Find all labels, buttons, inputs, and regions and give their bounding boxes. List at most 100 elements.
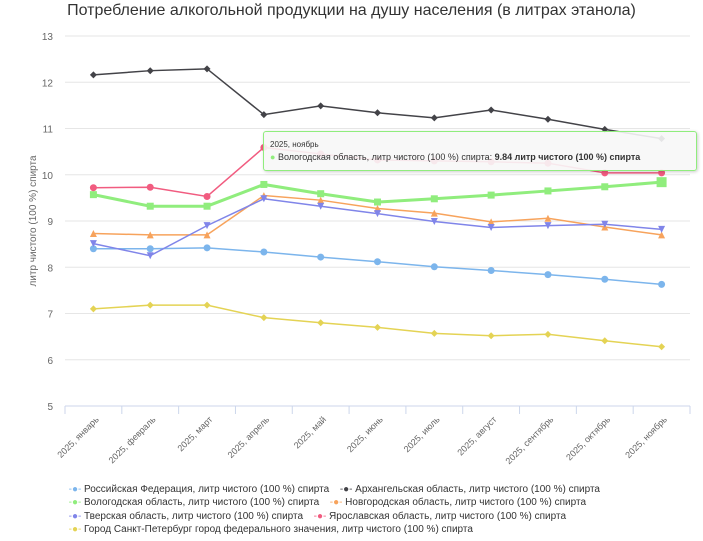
data-point xyxy=(146,301,154,309)
data-point xyxy=(658,343,666,351)
data-point xyxy=(260,180,268,188)
data-point xyxy=(317,319,325,327)
legend-item[interactable]: -●- Новгородская область, литр чистого (1… xyxy=(329,496,586,509)
y-axis-label: литр чистого (100 %) спирта xyxy=(28,155,39,287)
data-point xyxy=(203,202,211,210)
x-tick-label: 2025, январь xyxy=(55,414,101,460)
tooltip-marker-icon: ● xyxy=(270,152,276,162)
legend-marker-icon: -●- xyxy=(68,510,82,522)
legend-item[interactable]: -●- Город Санкт-Петербург город федеральн… xyxy=(68,523,473,536)
x-tick-label: 2025, июль xyxy=(402,414,442,454)
data-point xyxy=(260,195,268,203)
data-point xyxy=(89,229,97,237)
legend: -●- Российская Федерация, литр чистого (1… xyxy=(68,483,610,536)
data-point xyxy=(89,305,97,313)
data-point xyxy=(544,271,552,279)
data-point xyxy=(544,222,552,230)
data-point xyxy=(317,190,325,198)
data-point xyxy=(601,337,609,345)
legend-marker-icon: -●- xyxy=(329,497,343,509)
data-point xyxy=(317,253,325,261)
data-point xyxy=(146,231,154,239)
data-point xyxy=(658,280,666,288)
data-point xyxy=(601,183,609,191)
y-tick-label: 13 xyxy=(42,32,54,43)
data-point xyxy=(146,67,154,75)
legend-item[interactable]: -●- Тверская область, литр чистого (100 %… xyxy=(68,510,303,523)
y-tick-label: 8 xyxy=(47,263,53,274)
legend-label: Архангельская область, литр чистого (100… xyxy=(355,484,600,495)
data-point xyxy=(658,231,666,239)
data-point xyxy=(544,214,552,222)
data-point xyxy=(374,109,381,117)
data-point xyxy=(487,191,495,199)
data-point xyxy=(203,244,211,252)
tooltip-series: Вологодская область, литр чистого (100 %… xyxy=(277,152,495,162)
data-point xyxy=(544,115,552,123)
legend-label: Тверская область, литр чистого (100 %) с… xyxy=(84,510,304,522)
x-tick-label: 2025, май xyxy=(292,414,328,450)
data-point xyxy=(487,223,495,231)
series-2 xyxy=(89,177,667,210)
legend-marker-icon: -●- xyxy=(339,484,353,495)
legend-label: Ярославская область, литр чистого (100 %… xyxy=(329,510,567,522)
legend-label: Город Санкт-Петербург город федерального… xyxy=(84,523,473,535)
data-point xyxy=(487,106,495,114)
data-point xyxy=(203,301,211,309)
data-point xyxy=(89,184,97,192)
data-point xyxy=(601,169,609,177)
x-tick-label: 2025, август xyxy=(455,414,498,457)
x-tick-label: 2025, февраль xyxy=(107,414,158,465)
y-tick-label: 6 xyxy=(47,356,53,367)
data-point xyxy=(430,195,438,203)
x-tick-label: 2025, июнь xyxy=(345,414,385,454)
legend-label: Вологодская область, литр чистого (100 %… xyxy=(84,497,320,509)
data-point xyxy=(89,245,97,253)
y-tick-label: 11 xyxy=(43,125,54,136)
data-point xyxy=(317,196,325,204)
data-point xyxy=(317,202,325,210)
data-point xyxy=(601,220,609,228)
x-tick-label: 2025, октябрь xyxy=(564,414,612,462)
data-point xyxy=(146,202,154,210)
legend-label: Новгородская область, литр чистого (100 … xyxy=(345,497,587,509)
data-point xyxy=(203,231,211,239)
data-point xyxy=(260,314,268,322)
data-point xyxy=(260,248,268,256)
x-tick-label: 2025, сентябрь xyxy=(504,414,556,466)
data-point xyxy=(203,65,211,73)
data-point xyxy=(374,323,381,331)
legend-item[interactable]: -●- Российская Федерация, литр чистого (1… xyxy=(68,483,330,496)
legend-marker-icon: -●- xyxy=(68,497,82,509)
series-line xyxy=(93,247,662,286)
data-point xyxy=(487,332,495,340)
data-point xyxy=(487,218,495,226)
tooltip-value: 9.84 литр чистого (100 %) спирта xyxy=(494,152,641,162)
x-tick-label: 2025, март xyxy=(175,414,214,453)
y-tick-label: 12 xyxy=(42,78,54,89)
y-tick-label: 7 xyxy=(47,310,53,321)
series-1 xyxy=(89,65,666,143)
data-point xyxy=(601,275,609,283)
data-point xyxy=(146,245,154,253)
chart-title: Потребление алкогольной продукции на душ… xyxy=(67,2,636,19)
legend-marker-icon: -●- xyxy=(68,484,82,495)
legend-item[interactable]: -●- Вологодская область, литр чистого (10… xyxy=(68,496,320,509)
y-tick-label: 9 xyxy=(47,217,53,228)
tooltip-date: 2025, ноябрь xyxy=(270,140,319,149)
series-6 xyxy=(89,301,666,351)
data-point xyxy=(203,192,211,200)
legend-marker-icon: -●- xyxy=(68,523,82,535)
data-point xyxy=(430,263,438,271)
data-point xyxy=(430,217,438,225)
legend-item[interactable]: -●- Архангельская область, литр чистого (… xyxy=(339,483,600,496)
data-point xyxy=(89,71,97,79)
data-point xyxy=(430,114,438,122)
legend-item[interactable]: -●- Ярославская область, литр чистого (10… xyxy=(313,510,566,523)
x-tick-label: 2025, ноябрь xyxy=(623,414,669,460)
legend-label: Российская Федерация, литр чистого (100 … xyxy=(84,484,330,495)
data-point xyxy=(544,187,552,195)
data-point xyxy=(260,111,268,119)
